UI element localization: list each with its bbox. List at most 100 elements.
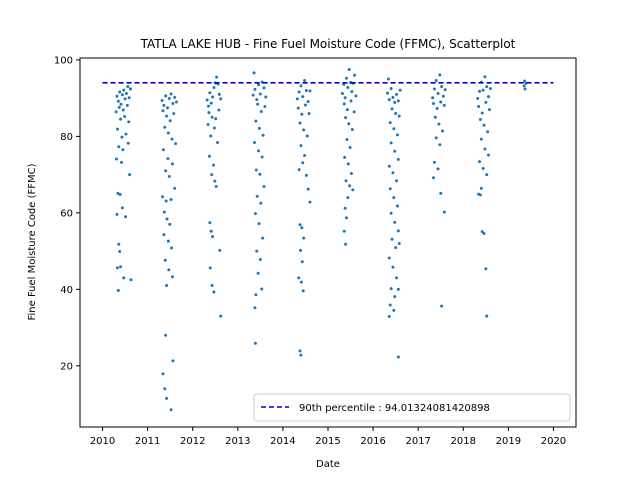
data-point bbox=[211, 163, 215, 167]
data-point bbox=[299, 280, 303, 284]
x-tick-label: 2019 bbox=[496, 436, 521, 447]
data-point bbox=[170, 275, 174, 279]
data-point bbox=[253, 306, 257, 310]
data-point bbox=[386, 77, 390, 81]
data-point bbox=[346, 162, 350, 166]
data-point bbox=[342, 102, 346, 106]
data-point bbox=[116, 288, 120, 292]
data-point bbox=[211, 235, 215, 239]
data-point bbox=[171, 359, 175, 363]
data-point bbox=[476, 97, 480, 101]
data-point bbox=[296, 106, 300, 110]
data-point bbox=[299, 353, 303, 357]
data-point bbox=[254, 119, 258, 123]
data-point bbox=[391, 95, 395, 99]
data-point bbox=[169, 197, 173, 201]
data-point bbox=[482, 123, 486, 127]
data-point bbox=[478, 118, 482, 122]
data-point bbox=[122, 88, 126, 92]
data-point bbox=[161, 372, 165, 376]
data-point bbox=[117, 145, 121, 149]
data-point bbox=[486, 130, 490, 134]
data-point bbox=[347, 122, 351, 126]
data-point bbox=[432, 102, 436, 105]
data-point bbox=[298, 349, 302, 353]
data-point bbox=[523, 79, 527, 83]
data-point bbox=[442, 103, 446, 107]
data-point bbox=[160, 98, 164, 102]
data-point bbox=[209, 134, 213, 138]
data-point bbox=[164, 199, 168, 203]
data-point bbox=[252, 71, 256, 75]
data-point bbox=[477, 105, 481, 109]
data-point bbox=[387, 314, 391, 318]
data-point bbox=[302, 128, 306, 132]
data-point bbox=[129, 87, 132, 91]
data-point bbox=[392, 127, 396, 131]
data-point bbox=[257, 126, 261, 130]
data-point bbox=[438, 143, 442, 147]
data-point bbox=[164, 94, 168, 98]
data-point bbox=[210, 284, 214, 288]
x-tick-label: 2020 bbox=[541, 436, 566, 447]
data-point bbox=[352, 110, 356, 114]
data-point bbox=[117, 105, 121, 109]
data-point bbox=[396, 355, 400, 359]
data-point bbox=[298, 121, 302, 125]
x-tick-label: 2013 bbox=[225, 436, 250, 447]
data-point bbox=[215, 75, 219, 79]
data-point bbox=[487, 153, 491, 157]
data-point bbox=[343, 155, 347, 159]
data-point bbox=[303, 154, 307, 158]
data-point bbox=[389, 87, 393, 91]
data-point bbox=[165, 114, 169, 118]
data-point bbox=[397, 241, 401, 245]
data-point bbox=[441, 129, 445, 133]
data-point bbox=[442, 210, 446, 214]
data-point bbox=[115, 94, 119, 98]
data-point bbox=[262, 184, 266, 188]
data-point bbox=[264, 95, 268, 99]
data-point bbox=[483, 75, 487, 79]
x-tick-label: 2017 bbox=[405, 436, 430, 447]
data-point bbox=[389, 287, 393, 291]
data-point bbox=[487, 95, 491, 99]
data-point bbox=[523, 87, 527, 91]
legend-label: 90th percentile : 94.01324081420898 bbox=[299, 403, 490, 414]
data-point bbox=[256, 102, 260, 106]
data-point bbox=[343, 96, 347, 100]
data-point bbox=[345, 137, 349, 141]
data-point bbox=[261, 236, 265, 240]
data-point bbox=[353, 73, 357, 77]
data-point bbox=[167, 268, 171, 272]
data-point bbox=[259, 201, 263, 205]
data-point bbox=[253, 87, 257, 91]
x-tick-label: 2018 bbox=[451, 436, 476, 447]
data-point bbox=[115, 212, 119, 216]
data-point bbox=[217, 92, 221, 96]
data-point bbox=[343, 206, 347, 210]
data-point bbox=[488, 87, 492, 91]
data-point bbox=[342, 82, 346, 86]
data-point bbox=[207, 104, 211, 108]
y-tick-label: 80 bbox=[60, 132, 73, 143]
data-point bbox=[295, 97, 299, 101]
data-point bbox=[395, 276, 399, 280]
data-point bbox=[397, 114, 401, 118]
data-point bbox=[484, 100, 488, 104]
data-point bbox=[386, 91, 390, 95]
data-point bbox=[348, 184, 352, 188]
data-point bbox=[123, 97, 127, 101]
data-point bbox=[398, 88, 402, 92]
data-point bbox=[212, 126, 216, 130]
data-point bbox=[216, 141, 220, 145]
data-point bbox=[297, 90, 301, 94]
data-point bbox=[168, 119, 172, 123]
x-tick-label: 2011 bbox=[135, 436, 160, 447]
data-point bbox=[258, 258, 262, 262]
data-point bbox=[389, 141, 393, 145]
y-tick-label: 60 bbox=[60, 208, 73, 219]
data-point bbox=[394, 246, 398, 250]
data-point bbox=[440, 85, 444, 89]
data-point bbox=[207, 154, 211, 158]
